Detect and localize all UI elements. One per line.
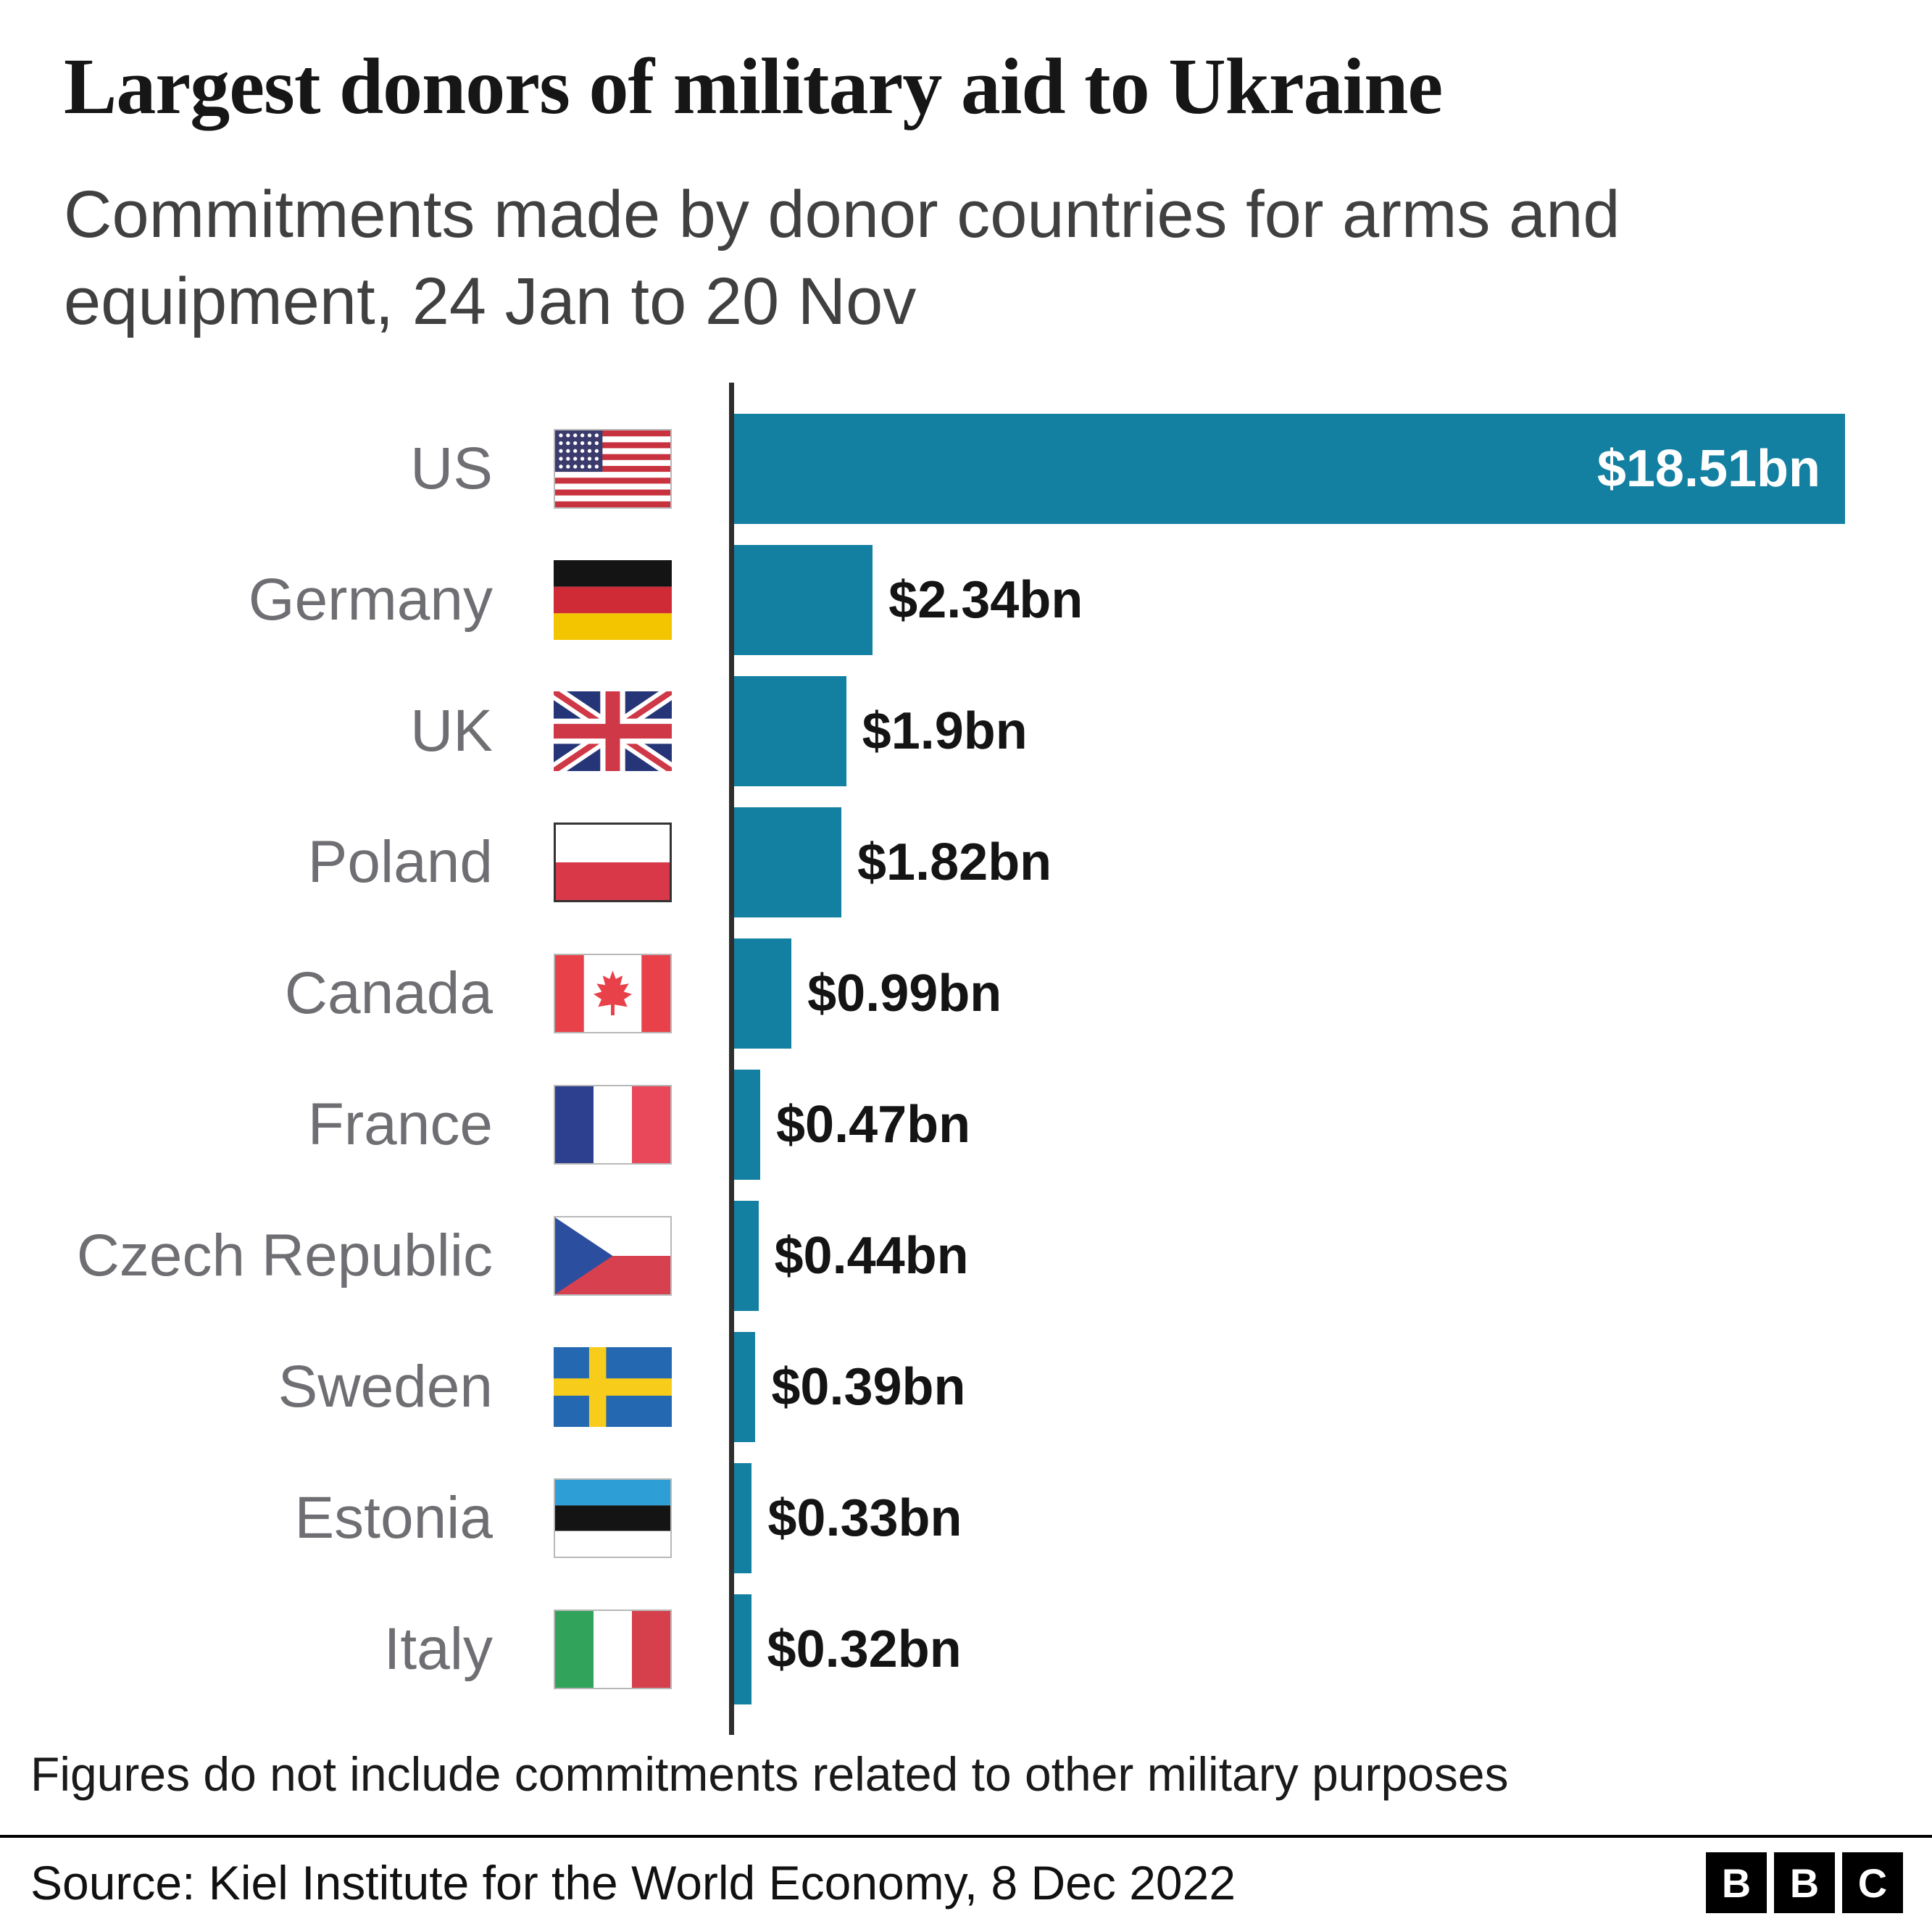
bar-row: US $18.51bn xyxy=(64,403,1845,534)
value-label: $0.44bn xyxy=(774,1226,969,1285)
country-label: Germany xyxy=(248,566,493,633)
bar-rows: US $18.51bn Germany $2.34bn UK $1.9bn Poland $1… xyxy=(64,403,1845,1715)
bar-chart: US $18.51bn Germany $2.34bn UK $1.9bn Poland $1… xyxy=(0,383,1932,1736)
source-row: Source: Kiel Institute for the World Eco… xyxy=(0,1835,1932,1932)
italy-flag-icon xyxy=(493,1609,732,1689)
chart-title: Largest donors of military aid to Ukrain… xyxy=(64,42,1443,130)
bar-track: $0.44bn xyxy=(732,1190,1845,1321)
chart-subtitle: Commitments made by donor countries for … xyxy=(64,178,1620,338)
y-axis-line xyxy=(729,383,734,1736)
bar-row: France $0.47bn xyxy=(64,1059,1845,1190)
bar-row: Sweden $0.39bn xyxy=(64,1321,1845,1452)
bar-poland xyxy=(732,807,842,917)
value-label: $2.34bn xyxy=(888,570,1083,629)
bar-uk xyxy=(732,675,846,786)
bar-track: $1.82bn xyxy=(732,796,1845,928)
canada-flag-icon xyxy=(493,953,732,1033)
bar-estonia xyxy=(732,1462,752,1573)
bar-row: Estonia $0.33bn xyxy=(64,1452,1845,1583)
value-label: $0.33bn xyxy=(767,1488,962,1547)
sweden-flag-icon xyxy=(493,1346,732,1427)
value-label: $1.9bn xyxy=(862,701,1028,760)
footnote: Figures do not include commitments relat… xyxy=(30,1747,1509,1801)
country-label: Poland xyxy=(307,828,493,895)
country-label: UK xyxy=(410,697,493,764)
bar-track: $18.51bn xyxy=(732,403,1845,534)
france-flag-icon xyxy=(493,1084,732,1165)
country-label: Czech Republic xyxy=(76,1222,493,1288)
source-text: Source: Kiel Institute for the World Eco… xyxy=(30,1856,1236,1910)
bar-row: Italy $0.32bn xyxy=(64,1583,1845,1715)
bbc-logo-letter: C xyxy=(1842,1852,1903,1913)
bar-italy xyxy=(732,1594,751,1704)
bar-germany xyxy=(732,544,873,655)
bbc-logo-letter: B xyxy=(1706,1852,1767,1913)
bar-track: $0.99bn xyxy=(732,928,1845,1059)
poland-flag-icon xyxy=(493,822,732,902)
bar-row: Germany $2.34bn xyxy=(64,534,1845,665)
bar-track: $2.34bn xyxy=(732,534,1845,665)
bar-row: Czech Republic $0.44bn xyxy=(64,1190,1845,1321)
value-label: $0.47bn xyxy=(776,1095,971,1154)
value-label: $0.99bn xyxy=(807,964,1002,1023)
country-label: US xyxy=(410,435,493,501)
czech-republic-flag-icon xyxy=(493,1215,732,1296)
value-label: $0.39bn xyxy=(771,1357,966,1416)
bar-sweden xyxy=(732,1331,756,1442)
bar-track: $0.33bn xyxy=(732,1452,1845,1583)
bar-track: $0.39bn xyxy=(732,1321,1845,1452)
country-label: Estonia xyxy=(294,1484,493,1551)
us-flag-icon xyxy=(493,428,732,509)
bar-canada xyxy=(732,938,792,1049)
value-label: $0.32bn xyxy=(767,1620,962,1678)
bar-row: Canada $0.99bn xyxy=(64,928,1845,1059)
country-label: Sweden xyxy=(278,1353,493,1420)
country-label: Canada xyxy=(284,959,493,1026)
bar-france xyxy=(732,1069,760,1180)
estonia-flag-icon xyxy=(493,1478,732,1558)
bar-us: $18.51bn xyxy=(732,413,1845,524)
bar-row: UK $1.9bn xyxy=(64,665,1845,796)
bar-track: $0.47bn xyxy=(732,1059,1845,1190)
value-label: $1.82bn xyxy=(857,833,1052,891)
bar-row: Poland $1.82bn xyxy=(64,796,1845,928)
bbc-logo-letter: B xyxy=(1774,1852,1835,1913)
country-label: Italy xyxy=(383,1615,493,1682)
value-label: $18.51bn xyxy=(1596,439,1820,498)
country-label: France xyxy=(307,1091,493,1157)
bbc-logo: B B C xyxy=(1706,1852,1903,1913)
uk-flag-icon xyxy=(493,691,732,771)
bar-track: $1.9bn xyxy=(732,665,1845,796)
chart-footer: Figures do not include commitments relat… xyxy=(0,1746,1932,1932)
chart-header: Largest donors of military aid to Ukrain… xyxy=(0,0,1932,345)
bar-czech-republic xyxy=(732,1200,759,1311)
bar-track: $0.32bn xyxy=(732,1583,1845,1715)
germany-flag-icon xyxy=(493,559,732,640)
